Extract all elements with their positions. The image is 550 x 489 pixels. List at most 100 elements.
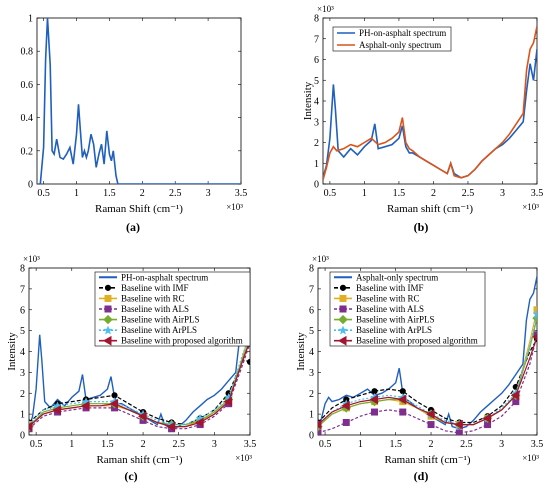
legend-label: Baseline with ALS [356, 304, 424, 314]
legend-label: Baseline with IMF [121, 283, 189, 293]
legend: PH-on-asphalt spectrum Asphalt-only spect… [332, 26, 452, 52]
x-axis-title: Raman shift (cm⁻¹) [96, 454, 182, 466]
chart-panel-2: 0.5 1 1.5 2 2.5 3 3.5 0 1 2 3 4 5 6 7 8 Raman shift (cm⁻… [302, 4, 543, 234]
legend-marker [339, 294, 347, 302]
legend-label: Baseline with ArPLS [121, 325, 197, 335]
x-tick-label: 1 [74, 188, 79, 199]
chart-panel-3: 0.5 1 1.5 2 2.5 3 3.5 0 1 2 3 4 5 6 7 8 Raman shift (cm⁻… [6, 254, 256, 483]
y-tick-label: 2 [309, 389, 314, 400]
plot-data [323, 26, 537, 181]
y-tick-label: 5 [309, 326, 314, 337]
x-axis-title: Raman shift (cm⁻¹) [387, 203, 473, 215]
panel-caption: (d) [414, 469, 429, 483]
baseline-marker [166, 421, 176, 432]
y-tick-label: 5 [20, 326, 25, 337]
y-tick-label: 5 [314, 76, 319, 87]
x-tick-label: 3 [206, 188, 211, 199]
y-tick-label: 7 [309, 284, 314, 295]
legend-box [94, 271, 251, 347]
x-tick-label: 1.5 [389, 439, 402, 450]
baseline-marker [426, 409, 435, 419]
x-tick-label: 2.5 [462, 188, 475, 199]
y-tick-label: 6 [309, 305, 314, 316]
baseline-marker [342, 418, 350, 426]
baseline-line-1 [29, 359, 250, 426]
legend-label: Baseline with AirPLS [356, 315, 435, 325]
y-tick-label: 1 [20, 410, 25, 421]
y-axis-title: Intensity [295, 332, 307, 371]
x-tick-label: 1.5 [393, 188, 406, 199]
baseline-marker [223, 396, 233, 407]
x-tick-label: 2 [431, 188, 436, 199]
y-tick-label: 7 [20, 284, 25, 295]
legend-marker [338, 314, 348, 325]
x-tick-label: 0.5 [30, 439, 43, 450]
x-tick-label: 3 [499, 439, 504, 450]
chart-panel-1: 0.5 1 1.5 2 2.5 3 3.5 0 0.2 0.4 0.6 0.8 1 Raman Shift… [21, 14, 248, 235]
legend-box [329, 271, 486, 347]
baseline-marker [482, 413, 492, 424]
y-axis-multiplier: ×10³ [317, 4, 334, 14]
baseline-marker [532, 309, 537, 319]
y-tick-label: 6 [314, 55, 319, 66]
legend-marker [103, 314, 113, 325]
y-tick-label: 3 [309, 368, 314, 379]
y-axis-title: Intensity [302, 81, 314, 120]
baseline-marker [109, 398, 119, 409]
legend-marker [104, 284, 112, 291]
y-tick-label: 0 [28, 180, 33, 191]
y-tick-label: 1 [309, 410, 314, 421]
x-tick-label: 0.5 [319, 439, 332, 450]
x-tick-label: 2.5 [169, 188, 182, 199]
y-tick-label: 0 [309, 431, 314, 442]
baseline-marker [369, 394, 379, 405]
plot-data [37, 18, 241, 184]
y-tick-label: 0.8 [21, 47, 34, 58]
legend-marker [103, 325, 113, 335]
plot-data [318, 276, 537, 435]
legend-label: PH-on-asphalt spectrum [121, 272, 208, 282]
baseline-line-3 [318, 334, 537, 434]
legend-marker [337, 335, 347, 346]
baseline-marker [29, 421, 33, 432]
x-tick-label: 2.5 [460, 439, 473, 450]
y-tick-label: 0.6 [21, 80, 34, 91]
x-tick-label: 0.5 [324, 188, 337, 199]
legend-label: Baseline with ArPLS [356, 325, 432, 335]
x-axis-multiplier: ×10³ [235, 453, 252, 463]
baseline-marker [533, 331, 537, 339]
y-tick-label: 4 [20, 347, 25, 358]
x-tick-label: 2 [429, 439, 434, 450]
y-tick-label: 3 [314, 117, 319, 128]
y-tick-label: 2 [20, 389, 25, 400]
y-tick-label: 0.4 [21, 113, 34, 124]
baseline-marker [52, 405, 62, 415]
legend-label: PH-on-asphalt spectrum [359, 28, 446, 38]
x-axis-title: Raman Shift (cm⁻¹) [95, 203, 183, 215]
baseline-marker [81, 400, 90, 411]
legend-marker [104, 305, 112, 313]
baseline-marker [454, 419, 463, 430]
x-tick-label: 3.5 [235, 188, 248, 199]
y-tick-label: 1 [28, 14, 33, 25]
y-tick-label: 4 [309, 347, 314, 358]
baseline-marker [531, 334, 537, 340]
y-tick-label: 8 [314, 14, 319, 25]
x-tick-label: 3 [500, 188, 505, 199]
y-tick-label: 3 [20, 368, 25, 379]
series-line-2 [323, 26, 537, 181]
baseline-marker [318, 419, 322, 430]
legend-marker [104, 294, 112, 302]
baseline-marker [195, 417, 204, 428]
baseline-line-1 [318, 338, 537, 424]
y-tick-label: 4 [314, 97, 319, 108]
baseline-marker [455, 429, 463, 435]
y-tick-label: 2 [314, 138, 319, 149]
baseline-marker [397, 394, 407, 405]
baseline-marker [510, 390, 520, 401]
x-tick-label: 3.5 [531, 188, 544, 199]
y-axis-multiplier: ×10³ [312, 254, 329, 264]
